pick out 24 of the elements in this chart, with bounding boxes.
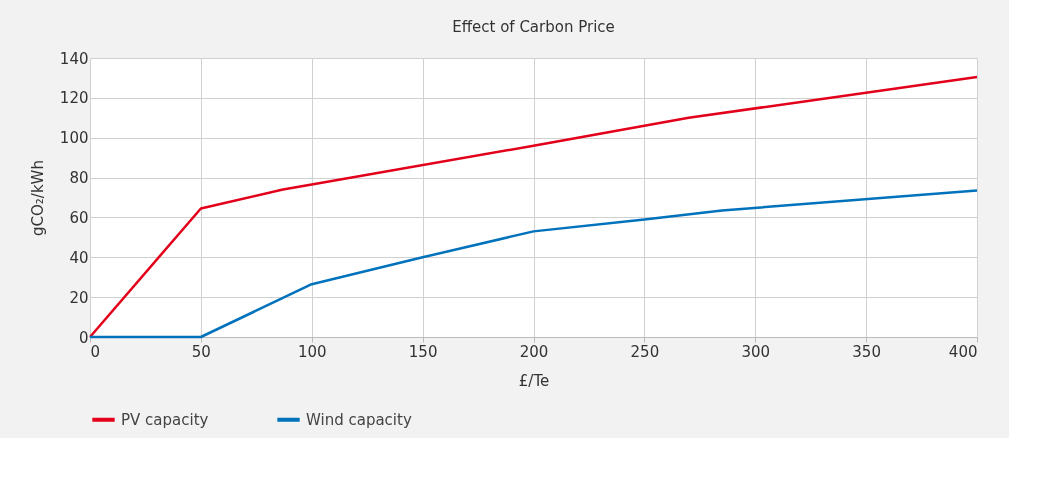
x-tick-label: 150 <box>408 342 438 361</box>
x-tick-label: 400 <box>948 342 978 361</box>
y-tick-label: 0 <box>78 328 89 347</box>
y-axis-title: gCO₂/kWh <box>28 160 47 236</box>
x-tick-label: 250 <box>630 342 660 361</box>
legend-label: PV capacity <box>121 410 209 429</box>
x-tick-label: 200 <box>519 342 549 361</box>
x-tick-label: 350 <box>852 342 881 361</box>
y-tick-label: 120 <box>59 89 89 108</box>
y-tick-label: 40 <box>69 248 89 267</box>
y-tick-label: 20 <box>69 288 89 307</box>
x-tick-label: 0 <box>90 342 101 361</box>
x-tick-label: 300 <box>741 342 771 361</box>
legend-label: Wind capacity <box>306 410 412 429</box>
y-tick-label: 80 <box>69 169 89 188</box>
y-tick-label: 140 <box>59 49 89 68</box>
x-tick-label: 50 <box>191 342 211 361</box>
y-tick-label: 60 <box>69 208 89 227</box>
x-tick-label: 100 <box>297 342 327 361</box>
line-series <box>88 189 979 339</box>
x-axis-title: £/Te <box>518 371 550 390</box>
line-series <box>88 75 979 339</box>
y-tick-label: 100 <box>59 129 89 148</box>
chart-title: Effect of Carbon Price <box>452 18 615 36</box>
